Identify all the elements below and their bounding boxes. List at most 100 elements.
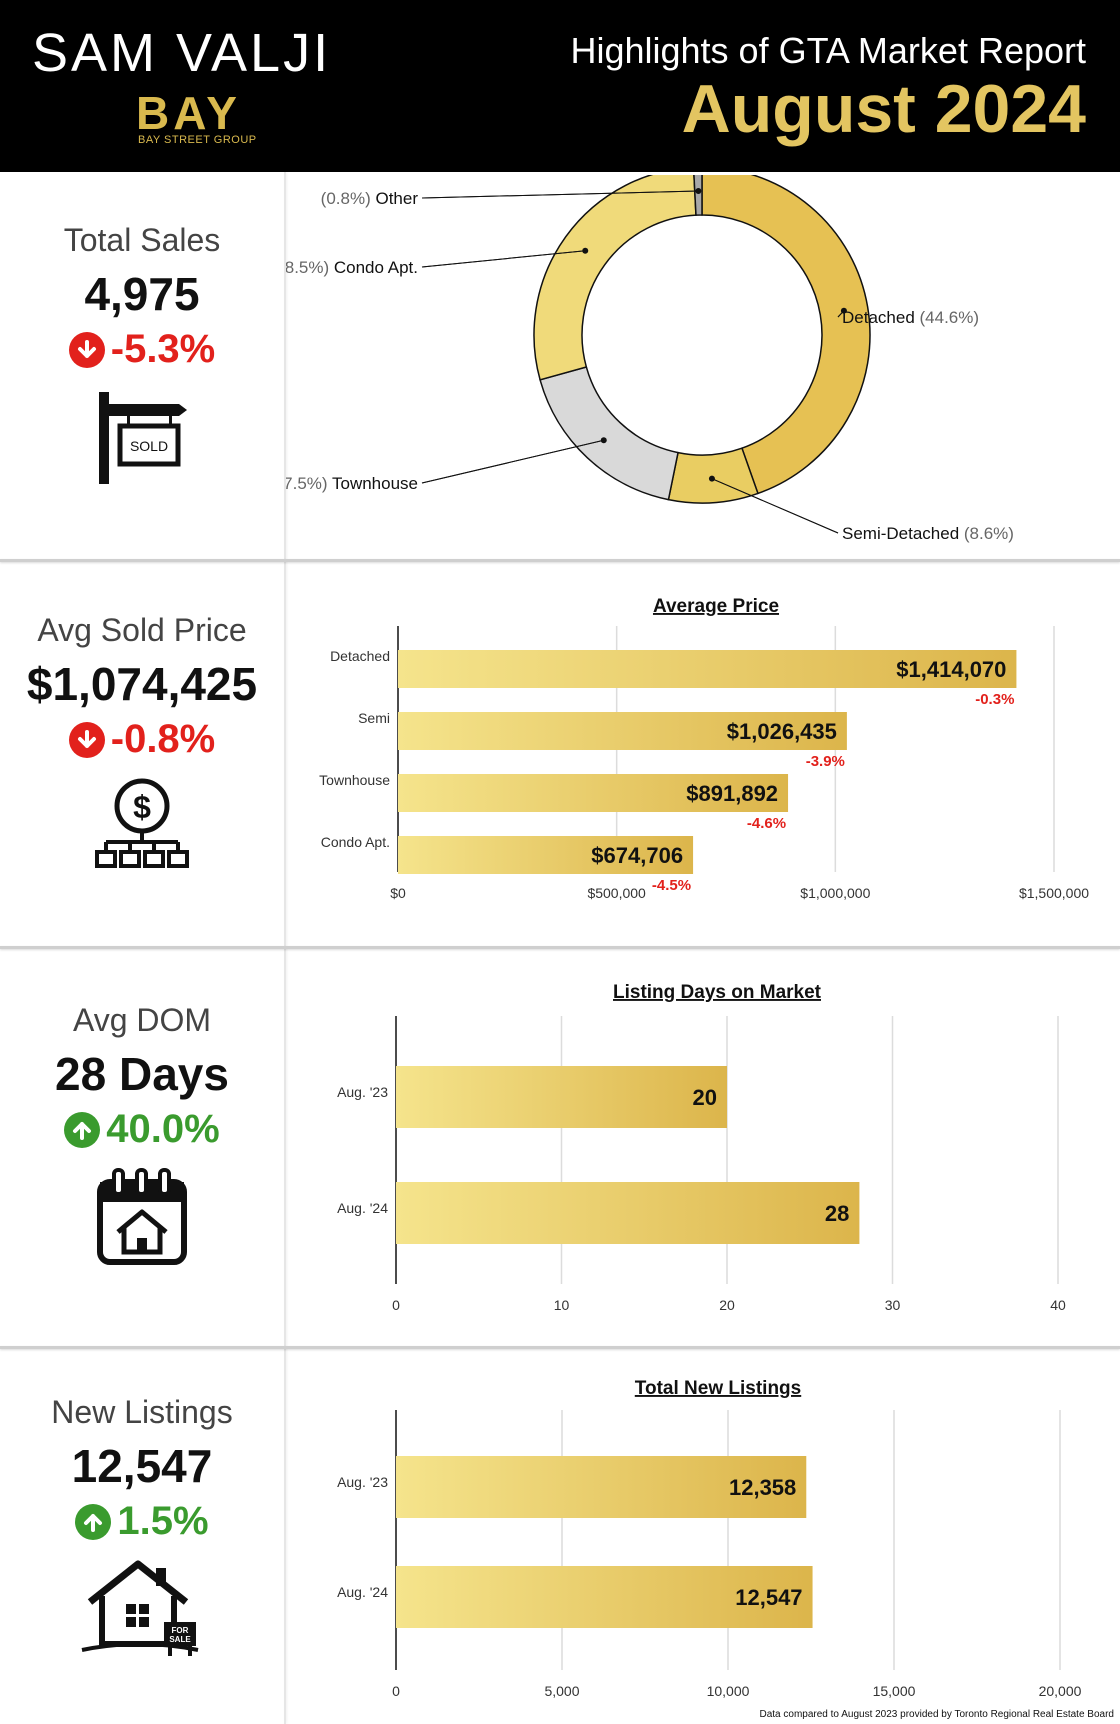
donut-leader-line [421, 250, 586, 268]
total-sales-change: -5.3% [0, 327, 284, 372]
x-tick-label: 20 [719, 1297, 735, 1313]
arrow-down-icon [68, 721, 105, 758]
data-label-townhouse: $891,892 [686, 781, 778, 806]
x-tick-label: $500,000 [587, 885, 646, 901]
average-price-chart: Average Price $0 $500,000 $1,000,000 $1,500,… [319, 596, 1089, 901]
data-label-condo-apt: $674,706 [591, 843, 683, 868]
brand-subtitle: BAY STREET GROUP [138, 134, 257, 146]
data-label-aug-23: 12,358 [729, 1475, 796, 1500]
category-label-aug-23: Aug. '23 [337, 1084, 388, 1100]
bar-detached [398, 650, 1017, 688]
category-label-aug-23: Aug. '23 [337, 1474, 388, 1490]
avg-dom-label: Avg DOM [72, 1002, 212, 1038]
chart-title: Average Price [653, 596, 779, 617]
report-month: August 2024 [681, 71, 1086, 147]
avg-dom-value: 28 Days [55, 1048, 229, 1100]
new-listings-change-value: 1.5% [117, 1499, 209, 1543]
data-label-semi: $1,026,435 [727, 719, 837, 744]
category-label-townhouse: Townhouse [319, 772, 390, 788]
x-tick-label: 40 [1050, 1297, 1066, 1313]
section-divider [0, 559, 1120, 562]
donut-label-semi-detached: Semi-Detached (8.6%) [842, 524, 1014, 543]
svg-text:$: $ [133, 789, 151, 825]
category-label-semi: Semi [358, 710, 390, 726]
sold-sign-icon: SOLD [99, 392, 187, 484]
donut-slice-detached [701, 175, 871, 495]
change-label-semi: -3.9% [806, 753, 845, 770]
new-listings-value: 12,547 [71, 1440, 213, 1492]
bar-townhouse [398, 774, 789, 812]
new-listings-change: 1.5% [0, 1499, 284, 1544]
change-label-townhouse: -4.6% [747, 815, 786, 832]
data-label-aug-23: 20 [693, 1085, 717, 1110]
x-tick-label: 15,000 [873, 1683, 916, 1699]
data-label-detached: $1,414,070 [896, 657, 1006, 682]
x-tick-label: 20,000 [1039, 1683, 1082, 1699]
chart-title: Listing Days on Market [613, 982, 822, 1003]
change-label-condo-apt: -4.5% [652, 877, 691, 894]
calendar-house-icon [97, 1168, 187, 1265]
avg-price-change: -0.8% [0, 717, 284, 762]
section-divider [0, 946, 1120, 949]
section-divider [0, 1346, 1120, 1349]
arrow-down-icon [68, 331, 105, 368]
donut-slice-condo-apt [533, 175, 697, 381]
house-for-sale-icon: FOR SALE [81, 1560, 199, 1656]
listing-days-chart: Listing Days on Market 0 10 20 30 40 Aug. '23 2… [337, 982, 1066, 1313]
data-label-aug-24: 28 [825, 1201, 849, 1226]
sold-sign-text: SOLD [130, 438, 168, 454]
category-label-aug-24: Aug. '24 [337, 1584, 388, 1600]
avg-price-value: $1,074,425 [26, 658, 258, 710]
bar-semi [398, 712, 847, 750]
donut-label-townhouse: (17.5%) Townhouse [286, 474, 418, 493]
donut-slice-other [693, 175, 703, 216]
donut-slice-townhouse [539, 366, 679, 501]
bar-aug-23 [396, 1456, 807, 1518]
donut-leader-line [711, 478, 839, 534]
avg-price-label: Avg Sold Price [37, 612, 247, 648]
new-listings-label: New Listings [51, 1394, 233, 1430]
donut-leader-line [421, 439, 604, 484]
category-label-detached: Detached [330, 648, 390, 664]
property-type-donut-chart: Detached (44.6%) Semi-Detached (8.6%) (17.… [286, 175, 1014, 543]
donut-leader-line [421, 190, 699, 199]
new-listings-stat: New Listings 12,547 1.5% FOR SALE [0, 1394, 284, 1658]
x-tick-label: $0 [390, 885, 406, 901]
donut-label-condo-apt: (28.5%) Condo Apt. [286, 258, 418, 277]
chart-title: Total New Listings [635, 1378, 801, 1399]
donut-slice-semi-detached [667, 447, 759, 504]
x-tick-label: 0 [392, 1683, 400, 1699]
avg-dom-change-value: 40.0% [106, 1107, 220, 1151]
change-label-detached: -0.3% [975, 691, 1014, 708]
avg-price-change-value: -0.8% [110, 717, 216, 761]
header: SAM VALJI BAY BAY STREET GROUP Highlight… [0, 0, 1120, 172]
donut-label-detached: Detached (44.6%) [842, 308, 979, 327]
data-label-aug-24: 12,547 [735, 1585, 802, 1610]
for-sale-text-1: FOR [172, 1626, 189, 1635]
total-sales-change-value: -5.3% [110, 327, 216, 371]
donut-leader-line [837, 310, 845, 318]
category-label-aug-24: Aug. '24 [337, 1200, 388, 1216]
x-tick-label: 30 [885, 1297, 901, 1313]
new-listings-chart: Total New Listings 0 5,000 10,000 15,000 20,0… [337, 1378, 1082, 1699]
avg-price-stat: Avg Sold Price $1,074,425 -0.8% $ [0, 612, 284, 876]
x-tick-label: $1,500,000 [1019, 885, 1089, 901]
x-tick-label: 5,000 [544, 1683, 579, 1699]
x-tick-label: 0 [392, 1297, 400, 1313]
bar-aug-24 [396, 1182, 860, 1244]
total-sales-stat: Total Sales 4,975 -5.3% SOLD [0, 222, 284, 486]
total-sales-value: 4,975 [84, 268, 200, 320]
donut-label-other: (0.8%) Other [321, 189, 419, 208]
bar-aug-24 [396, 1566, 813, 1628]
x-tick-label: $1,000,000 [800, 885, 870, 901]
avg-dom-stat: Avg DOM 28 Days 40.0% [0, 1002, 284, 1266]
x-tick-label: 10 [554, 1297, 570, 1313]
total-sales-label: Total Sales [63, 222, 221, 258]
category-label-condo-apt: Condo Apt. [321, 834, 390, 850]
brand-logo: BAY [136, 87, 241, 139]
avg-dom-change: 40.0% [0, 1107, 284, 1152]
bar-condo-apt [398, 836, 694, 874]
for-sale-text-2: SALE [169, 1635, 191, 1644]
footnote: Data compared to August 2023 provided by… [759, 1709, 1115, 1720]
arrow-up-icon [64, 1111, 101, 1148]
